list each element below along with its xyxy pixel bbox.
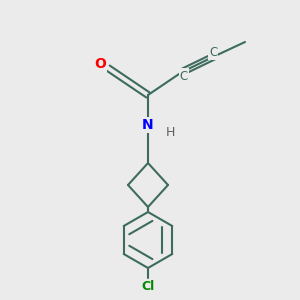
Text: N: N bbox=[142, 118, 154, 132]
Text: H: H bbox=[165, 125, 175, 139]
Text: Cl: Cl bbox=[141, 280, 154, 293]
Text: C: C bbox=[209, 46, 217, 59]
Text: O: O bbox=[94, 57, 106, 71]
Text: C: C bbox=[180, 70, 188, 83]
